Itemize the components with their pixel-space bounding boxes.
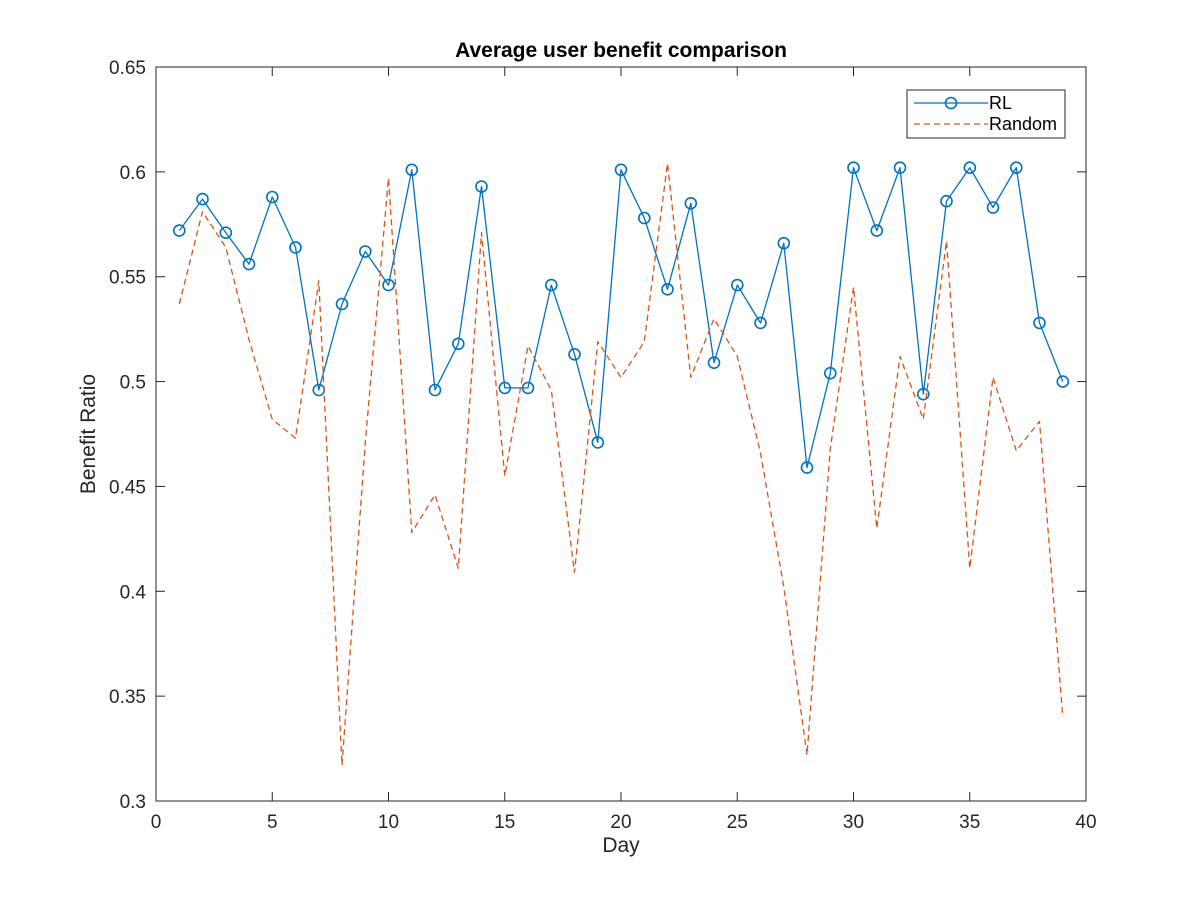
data-point-rl [289,241,302,254]
data-point-rl [196,192,209,206]
y-tick-label: 0.3 [120,792,146,813]
data-point-rl [358,245,372,258]
data-point-rl [173,224,186,237]
data-point-rl [219,226,233,239]
x-tick-label: 15 [494,812,515,833]
legend-box [906,89,1066,139]
data-point-rl [451,337,465,351]
axis-ticks: 0 5 10 15 20 25 30 35 40 0.3 0.35 0.4 0.45 0.5 0.55 0.6… [109,58,1097,833]
data-point-rl [614,163,628,177]
x-tick-label: 30 [843,812,864,833]
data-point-rl [265,190,279,204]
data-point-rl [498,381,512,395]
data-point-rl [916,387,930,401]
y-tick-label: 0.65 [109,58,146,79]
data-point-rl [754,316,767,330]
y-tick-label: 0.5 [120,373,146,394]
data-point-rl [870,224,884,237]
data-point-rl [1009,161,1023,174]
data-point-rl [521,381,535,395]
data-point-rl [847,161,860,174]
data-point-rl [405,163,419,177]
y-tick-label: 0.6 [120,163,146,184]
y-tick-label: 0.45 [109,477,146,498]
data-point-rl [730,278,744,292]
y-tick-label: 0.55 [109,268,146,289]
data-point-rl [1056,375,1070,388]
data-point-rl [475,180,488,193]
data-point-rl [1033,316,1046,330]
chart-title: Average user benefit comparison [455,39,787,62]
data-point-rl [637,211,651,225]
data-point-rl [242,257,256,271]
x-axis-title: Day [602,834,640,857]
data-point-rl [707,356,721,370]
series-group [173,161,1070,766]
legend-marker-rl [944,96,958,110]
y-tick-label: 0.35 [109,687,146,708]
x-tick-label: 25 [727,812,748,833]
series-line-rl [178,167,1064,469]
data-point-rl [986,201,1000,214]
x-tick-label: 5 [267,812,278,833]
data-point-rl [591,436,605,449]
legend: RL Random [906,89,1066,139]
data-point-rl [777,236,791,250]
data-point-rl [661,282,674,296]
x-tick-label: 20 [610,812,631,833]
data-point-rl [382,278,395,292]
data-point-rl [428,383,442,397]
legend-label-rl: RL [989,93,1012,113]
data-point-rl [823,366,837,380]
data-point-rl [684,197,698,210]
legend-label-random: Random [989,114,1057,134]
plot-area [155,66,1087,802]
data-point-rl [800,461,814,474]
x-tick-label: 35 [959,812,980,833]
y-tick-label: 0.4 [120,582,147,603]
data-point-rl [544,278,558,292]
data-point-rl [940,194,953,208]
data-point-rl [568,347,581,361]
data-point-rl [893,161,907,174]
data-point-rl [963,161,977,174]
x-tick-label: 40 [1075,812,1096,833]
y-axis-title: Benefit Ratio [77,374,100,494]
data-point-rl [335,297,349,311]
x-tick-label: 0 [151,812,162,833]
x-tick-label: 10 [378,812,399,833]
